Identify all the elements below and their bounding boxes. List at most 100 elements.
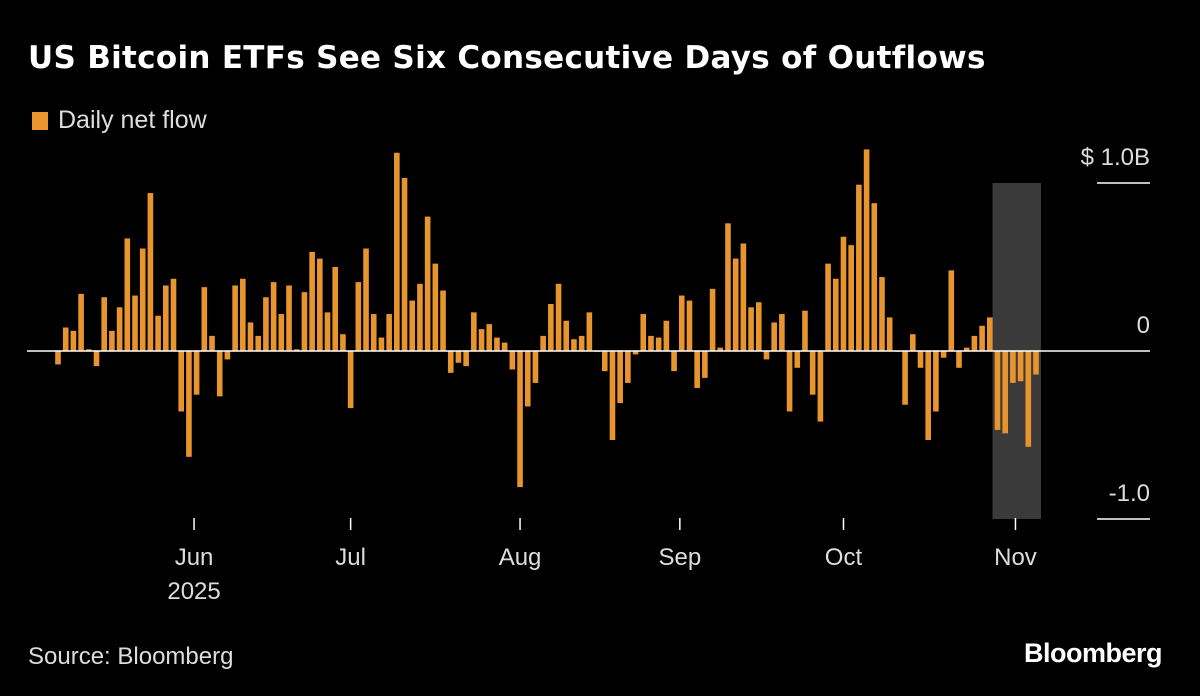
bar-2025-09-24 (802, 310, 808, 351)
bar-2025-10-06 (863, 149, 870, 351)
bar-2025-06-18 (286, 285, 292, 351)
bar-2025-08-05 (532, 351, 539, 383)
legend-label: Daily net flow (58, 106, 207, 134)
x-tick-label: Jun (175, 544, 214, 571)
x-tick-label: Nov (994, 544, 1037, 571)
bar-2025-10-03 (856, 184, 862, 351)
bar-2025-08-12 (571, 339, 577, 351)
bar-2025-07-29 (494, 337, 500, 351)
bar-2025-08-19 (609, 351, 616, 441)
bar-2025-09-08 (709, 288, 716, 351)
bar-2025-10-27 (979, 325, 985, 351)
bar-2025-09-30 (832, 278, 839, 351)
bar-2025-07-07 (370, 314, 377, 351)
bar-2025-08-11 (563, 320, 570, 351)
bar-2025-06-12 (255, 335, 262, 351)
bar-2025-10-20 (940, 351, 947, 358)
bar-2025-05-20 (132, 295, 138, 351)
bar-2025-08-14 (586, 312, 593, 351)
bar-2025-08-04 (524, 351, 531, 407)
bar-2025-10-29 (994, 351, 1001, 430)
bar-2025-05-21 (139, 248, 146, 351)
bar-2025-05-22 (147, 193, 154, 351)
bar-2025-11-05 (1033, 351, 1039, 375)
bar-2025-06-23 (301, 292, 308, 351)
bar-2025-09-18 (771, 322, 777, 351)
bar-2025-10-08 (879, 277, 885, 351)
bar-2025-10-31 (1010, 351, 1016, 383)
bar-2025-10-17 (933, 351, 939, 412)
bar-2025-10-21 (948, 270, 955, 351)
bar-2025-09-25 (809, 351, 816, 395)
bar-2025-07-16 (424, 216, 431, 351)
bar-2025-06-05 (216, 351, 223, 397)
bar-2025-07-11 (401, 177, 408, 351)
bar-2025-10-09 (886, 317, 893, 351)
bar-2025-05-30 (186, 351, 192, 457)
x-tick-label: Oct (825, 544, 863, 571)
bar-2025-09-09 (717, 347, 724, 351)
bar-2025-08-20 (617, 351, 623, 404)
bar-2025-08-27 (655, 337, 662, 351)
bar-2025-05-14 (101, 297, 108, 351)
legend: Daily net flow (32, 106, 207, 135)
bar-2025-05-16 (116, 307, 123, 351)
bar-2025-10-24 (971, 335, 978, 351)
bar-2025-05-23 (155, 315, 161, 351)
bar-2025-09-23 (794, 351, 801, 368)
bar-2025-07-03 (363, 248, 369, 351)
bar-2025-08-29 (671, 351, 677, 372)
bar-2025-09-22 (786, 351, 793, 412)
bar-2025-07-31 (509, 351, 516, 370)
bar-2025-07-15 (417, 283, 423, 351)
bar-2025-09-12 (740, 243, 747, 351)
bar-2025-06-27 (332, 267, 339, 351)
bloomberg-logo: Bloomberg (1023, 638, 1163, 668)
bar-2025-06-03 (201, 287, 208, 351)
bar-2025-09-29 (825, 263, 831, 351)
bar-2025-06-17 (278, 314, 285, 351)
bar-2025-10-22 (956, 351, 962, 368)
bar-2025-07-21 (447, 351, 454, 373)
bar-2025-05-13 (93, 351, 100, 367)
x-tick-label: Sep (658, 544, 701, 571)
bar-2025-08-28 (663, 320, 670, 351)
bar-2025-05-07 (62, 327, 69, 351)
bar-2025-06-30 (340, 334, 346, 351)
bar-2025-05-29 (178, 351, 185, 412)
bar-2025-06-13 (263, 297, 269, 351)
bar-2025-09-15 (748, 307, 754, 351)
bar-2025-10-15 (917, 351, 924, 368)
bar-2025-05-06 (55, 351, 61, 365)
source-note: Source: Bloomberg (28, 643, 234, 670)
bar-2025-05-19 (124, 238, 131, 351)
bar-2025-08-21 (625, 351, 631, 383)
bar-2025-07-18 (440, 290, 446, 351)
bar-2025-09-26 (817, 351, 824, 422)
bar-2025-05-27 (163, 285, 169, 351)
legend-swatch (32, 111, 48, 130)
bar-2025-06-04 (209, 335, 215, 351)
bar-2025-09-04 (694, 351, 700, 388)
bar-2025-07-08 (378, 337, 385, 351)
bar-2025-06-02 (193, 351, 200, 395)
x-tick-year-label: 2025 (167, 578, 220, 605)
bar-2025-07-14 (409, 300, 416, 351)
bar-2025-09-10 (725, 223, 731, 351)
bar-2025-11-03 (1017, 351, 1024, 382)
bar-2025-09-17 (763, 351, 770, 360)
bar-2025-09-05 (702, 351, 708, 378)
bar-2025-10-07 (871, 203, 878, 351)
bar-2025-07-28 (486, 324, 493, 351)
bar-2025-09-02 (678, 295, 685, 351)
bar-2025-09-03 (686, 300, 693, 351)
bar-2025-08-01 (517, 351, 523, 488)
bar-2025-06-09 (232, 285, 238, 351)
bar-2025-09-19 (779, 314, 785, 351)
bar-2025-06-16 (270, 282, 277, 351)
bar-2025-08-06 (540, 335, 546, 351)
bar-2025-07-23 (463, 351, 469, 367)
bar-2025-05-15 (109, 330, 115, 351)
bar-2025-07-22 (455, 351, 462, 363)
x-tick-label: Aug (499, 544, 542, 571)
